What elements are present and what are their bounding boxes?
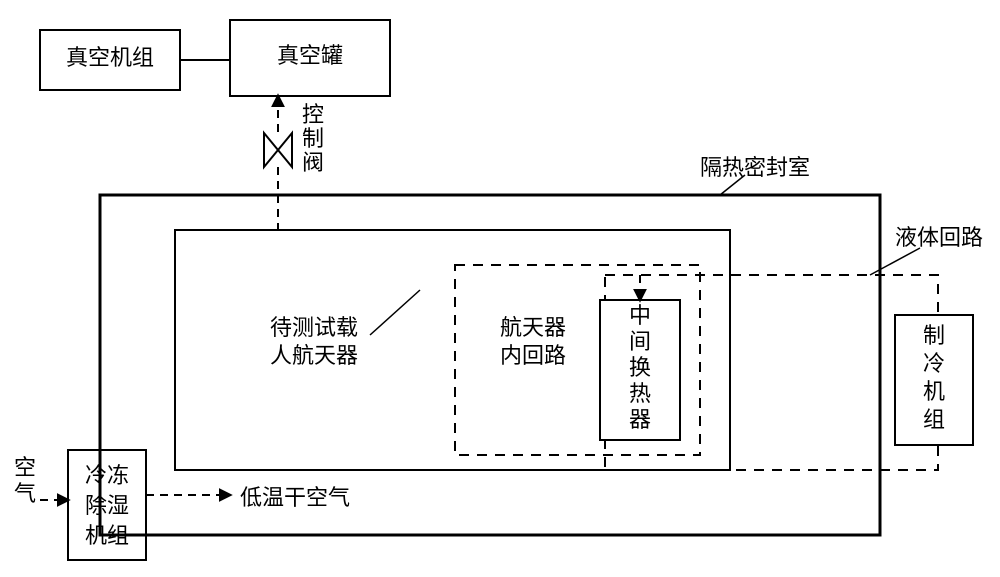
dehumidifier-label: 除湿 <box>85 493 129 518</box>
control-valve-label: 制 <box>302 126 324 151</box>
control-valve-label: 控 <box>302 102 324 127</box>
liquid-loop-label: 液体回路 <box>895 225 983 250</box>
heat-exchanger-label: 中 <box>629 303 651 328</box>
inner-loop-label: 航天器 <box>500 315 566 340</box>
leader-liquid_loop <box>870 248 920 275</box>
heat-exchanger-label: 换 <box>629 355 651 380</box>
chiller-label: 制 <box>923 323 945 348</box>
leader-spacecraft <box>370 290 420 335</box>
air-in-label: 气 <box>14 481 36 506</box>
control-valve-icon <box>264 133 292 167</box>
heat-exchanger-label: 热 <box>629 381 651 406</box>
dehumidifier-label: 冷冻 <box>85 463 129 488</box>
vacuum-unit-label: 真空机组 <box>66 45 154 70</box>
chamber-box <box>100 195 880 535</box>
air-in-label: 空 <box>14 455 36 480</box>
dry-air-label: 低温干空气 <box>240 485 350 510</box>
chiller-label: 冷 <box>923 351 945 376</box>
vacuum-tank-label: 真空罐 <box>277 43 343 68</box>
chiller-label: 机 <box>923 379 945 404</box>
chamber-label: 隔热密封室 <box>700 155 810 180</box>
spacecraft-label: 人航天器 <box>270 343 358 368</box>
inner-loop-label: 内回路 <box>500 343 566 368</box>
chiller-label: 组 <box>923 407 945 432</box>
control-valve-label: 阀 <box>302 150 324 175</box>
heat-exchanger-label: 间 <box>629 329 651 354</box>
dehumidifier-label: 机组 <box>85 523 129 548</box>
heat-exchanger-label: 器 <box>629 407 651 432</box>
spacecraft-label: 待测试载 <box>270 315 358 340</box>
